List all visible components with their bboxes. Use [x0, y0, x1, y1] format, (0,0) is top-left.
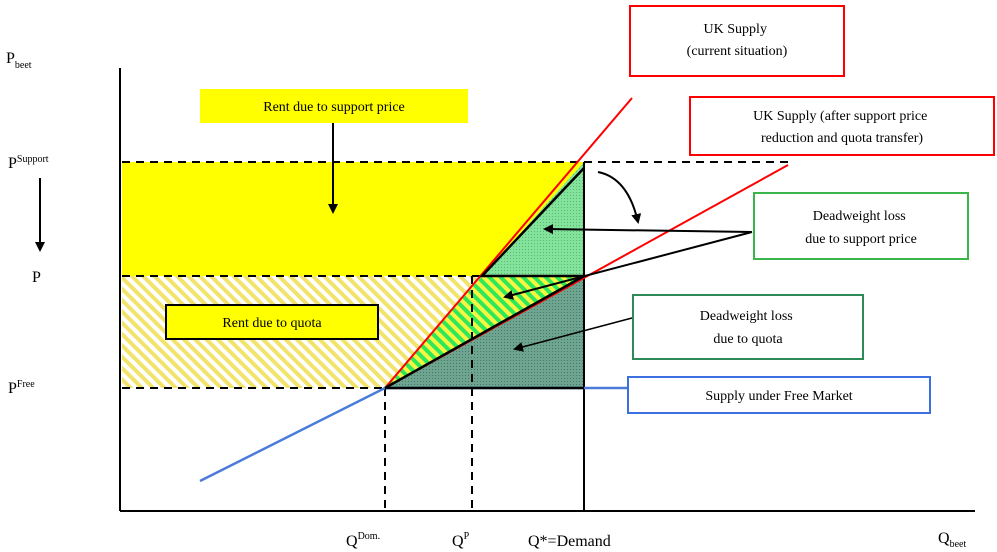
dwl-support-callout [753, 192, 969, 260]
q-dom-label: QDom. [346, 531, 380, 550]
p-support-label: PSupport [8, 154, 49, 172]
p-label: P [32, 269, 41, 286]
free-market-line-low [199, 386, 386, 483]
uk-supply-after-callout [689, 96, 995, 156]
rent-support-callout [200, 89, 468, 123]
dwl-support-callout-text: Deadweight loss due to support price [805, 209, 917, 247]
dwl-support-triangle-border [479, 167, 585, 278]
uk-supply-current-callout-text: UK Supply (current situation) [687, 22, 788, 59]
uk-supply-current-line [384, 97, 633, 389]
p-free-label: PFree [8, 379, 35, 397]
x-axis-label: Qbeet [938, 530, 966, 550]
free-market-callout [627, 376, 931, 414]
dwl-support-arrow-2 [503, 231, 753, 300]
y-axis-label: Pbeet [6, 50, 32, 71]
dwl-quota-callout [632, 294, 864, 360]
rent-support-callout-text: Rent due to support price [263, 100, 405, 115]
dwl-quota-callout-text: Deadweight loss due to quota [700, 309, 796, 347]
rent-quota-callout-text: Rent due to quota [222, 316, 322, 331]
rent-quota-callout [165, 304, 379, 340]
q-p-label: QP [452, 531, 470, 550]
free-market-callout-text: Supply under Free Market [705, 389, 852, 404]
uk-supply-current-callout [629, 5, 845, 77]
dwl-support-arrow-1 [543, 224, 753, 235]
supply-shift-curved-arrow [597, 171, 642, 224]
dwl-quota-arrow [513, 317, 633, 352]
uk-supply-after-callout-text: UK Supply (after support price reduction… [753, 109, 931, 146]
dwl-quota-border-diagonal [384, 274, 585, 390]
q-star-label: Q*=Demand [528, 533, 611, 550]
